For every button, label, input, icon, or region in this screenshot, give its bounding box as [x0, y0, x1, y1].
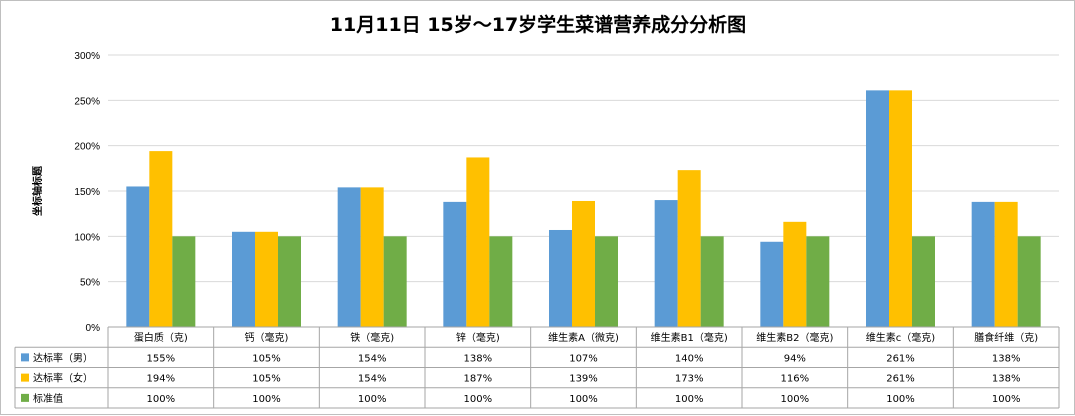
bar: [232, 231, 255, 327]
legend-swatch: [21, 373, 29, 382]
data-label: 138%: [992, 353, 1021, 364]
bar: [572, 200, 595, 327]
data-label: 155%: [147, 353, 176, 364]
data-label: 107%: [569, 353, 598, 364]
bar: [912, 236, 935, 327]
bar: [595, 236, 618, 327]
data-table: 蛋白质（克) 钙（毫克) 铁（毫克) 锌（毫克) 维生素A（微克) 维生素B1（毫克) 维生…: [14, 326, 1060, 409]
data-label: 100%: [147, 394, 176, 405]
bar: [806, 236, 830, 327]
data-label: 105%: [252, 353, 281, 364]
bar: [337, 187, 361, 327]
data-label: 100%: [781, 394, 810, 405]
data-label: 154%: [358, 353, 387, 364]
data-label: 100%: [886, 394, 915, 405]
data-label: 261%: [886, 353, 915, 364]
y-tick-label: 300%: [74, 51, 100, 62]
data-label: 261%: [886, 374, 915, 385]
bar: [994, 201, 1018, 327]
y-tick-label: 250%: [74, 96, 100, 107]
bars: [126, 90, 1041, 327]
bar: [760, 241, 784, 327]
x-category-label: 维生素B2（毫克): [756, 331, 833, 344]
y-tick-label: 200%: [74, 142, 100, 153]
data-label: 100%: [358, 394, 387, 405]
bar: [489, 236, 513, 327]
bar: [255, 231, 278, 327]
data-label: 194%: [147, 374, 176, 385]
bar: [654, 200, 678, 327]
chart-title: 11月11日 15岁～17岁学生菜谱营养成分分析图: [330, 13, 746, 36]
y-tick-label: 50%: [80, 278, 100, 289]
data-label: 105%: [252, 374, 281, 385]
bar: [383, 236, 407, 327]
bar: [889, 90, 912, 327]
x-category-label: 铁（毫克): [350, 331, 394, 344]
legend-swatch: [21, 393, 29, 402]
y-axis-title: 坐标轴标题: [31, 165, 44, 216]
data-label: 94%: [784, 353, 806, 364]
x-category-label: 钙（毫克): [245, 331, 289, 344]
data-label: 100%: [569, 394, 598, 405]
data-label: 140%: [675, 353, 704, 364]
data-label: 100%: [675, 394, 704, 405]
data-label: 173%: [675, 374, 704, 385]
bar: [278, 236, 301, 327]
bar: [172, 236, 196, 327]
bar: [443, 201, 467, 327]
legend-swatch: [21, 353, 29, 362]
legend-label: 达标率（女）: [33, 372, 93, 385]
data-label: 138%: [464, 353, 493, 364]
x-category-label: 膳食纤维（克): [974, 331, 1038, 344]
data-label: 138%: [992, 374, 1021, 385]
x-category-label: 维生素B1（毫克): [651, 331, 728, 344]
bar: [149, 151, 173, 327]
x-category-label: 维生素c（毫克): [866, 331, 935, 344]
data-label: 139%: [569, 374, 598, 385]
x-category-label: 锌（毫克): [456, 331, 500, 344]
bar: [866, 90, 889, 327]
bar: [783, 221, 807, 327]
bar: [126, 186, 150, 327]
y-ticks: 0% 50% 100% 150% 200% 250% 300%: [74, 51, 100, 334]
bar: [700, 236, 724, 327]
y-tick-label: 150%: [74, 187, 100, 198]
bar: [466, 157, 490, 327]
bar: [971, 201, 995, 327]
bar: [360, 187, 384, 327]
x-category-label: 维生素A（微克): [548, 331, 619, 344]
data-label: 116%: [781, 374, 810, 385]
bar: [677, 170, 701, 327]
bar: [549, 229, 572, 327]
data-label: 100%: [992, 394, 1021, 405]
data-label: 154%: [358, 374, 387, 385]
legend-label: 达标率（男）: [33, 351, 93, 364]
y-tick-label: 0%: [86, 323, 101, 334]
bar: [1017, 236, 1041, 327]
legend-label: 标准值: [33, 392, 63, 405]
data-label: 187%: [464, 374, 493, 385]
data-label: 100%: [252, 394, 281, 405]
y-tick-label: 100%: [74, 232, 100, 243]
data-label: 100%: [464, 394, 493, 405]
x-category-label: 蛋白质（克): [134, 331, 188, 344]
